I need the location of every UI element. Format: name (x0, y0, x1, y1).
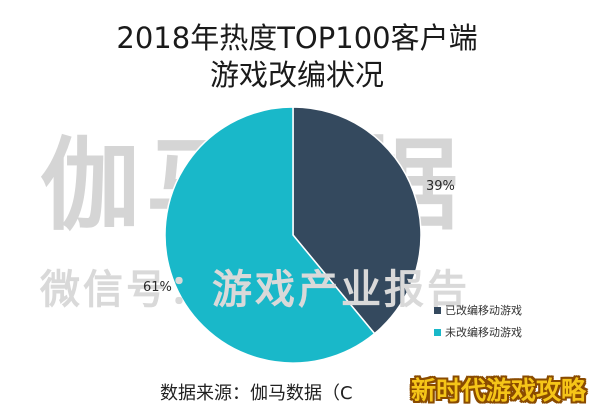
account-watermark: 微信号：游戏产业报告 (40, 267, 470, 313)
pie-slice-not-adapted (164, 106, 376, 364)
data-source-note: 数据来源：伽马数据（C (160, 383, 353, 404)
legend-item-adapted: 已改编移动游戏 (434, 302, 522, 319)
overlay-caption: 新时代游戏攻略 (410, 376, 586, 405)
slice-label-adapted: 39% (426, 179, 455, 194)
slice-label-not-adapted: 61% (143, 280, 172, 295)
legend-swatch-not-adapted (434, 329, 441, 336)
chart-title-line-1: 2018年热度TOP100客户端 (116, 21, 478, 55)
legend-swatch-adapted (434, 307, 441, 314)
legend: 已改编移动游戏 未改编移动游戏 (434, 302, 522, 346)
legend-label-adapted: 已改编移动游戏 (445, 303, 522, 317)
legend-label-not-adapted: 未改编移动游戏 (445, 325, 522, 339)
pie-slice-adapted (292, 106, 422, 335)
legend-item-not-adapted: 未改编移动游戏 (434, 324, 522, 341)
chart-title-line-2: 游戏改编状况 (209, 58, 384, 92)
